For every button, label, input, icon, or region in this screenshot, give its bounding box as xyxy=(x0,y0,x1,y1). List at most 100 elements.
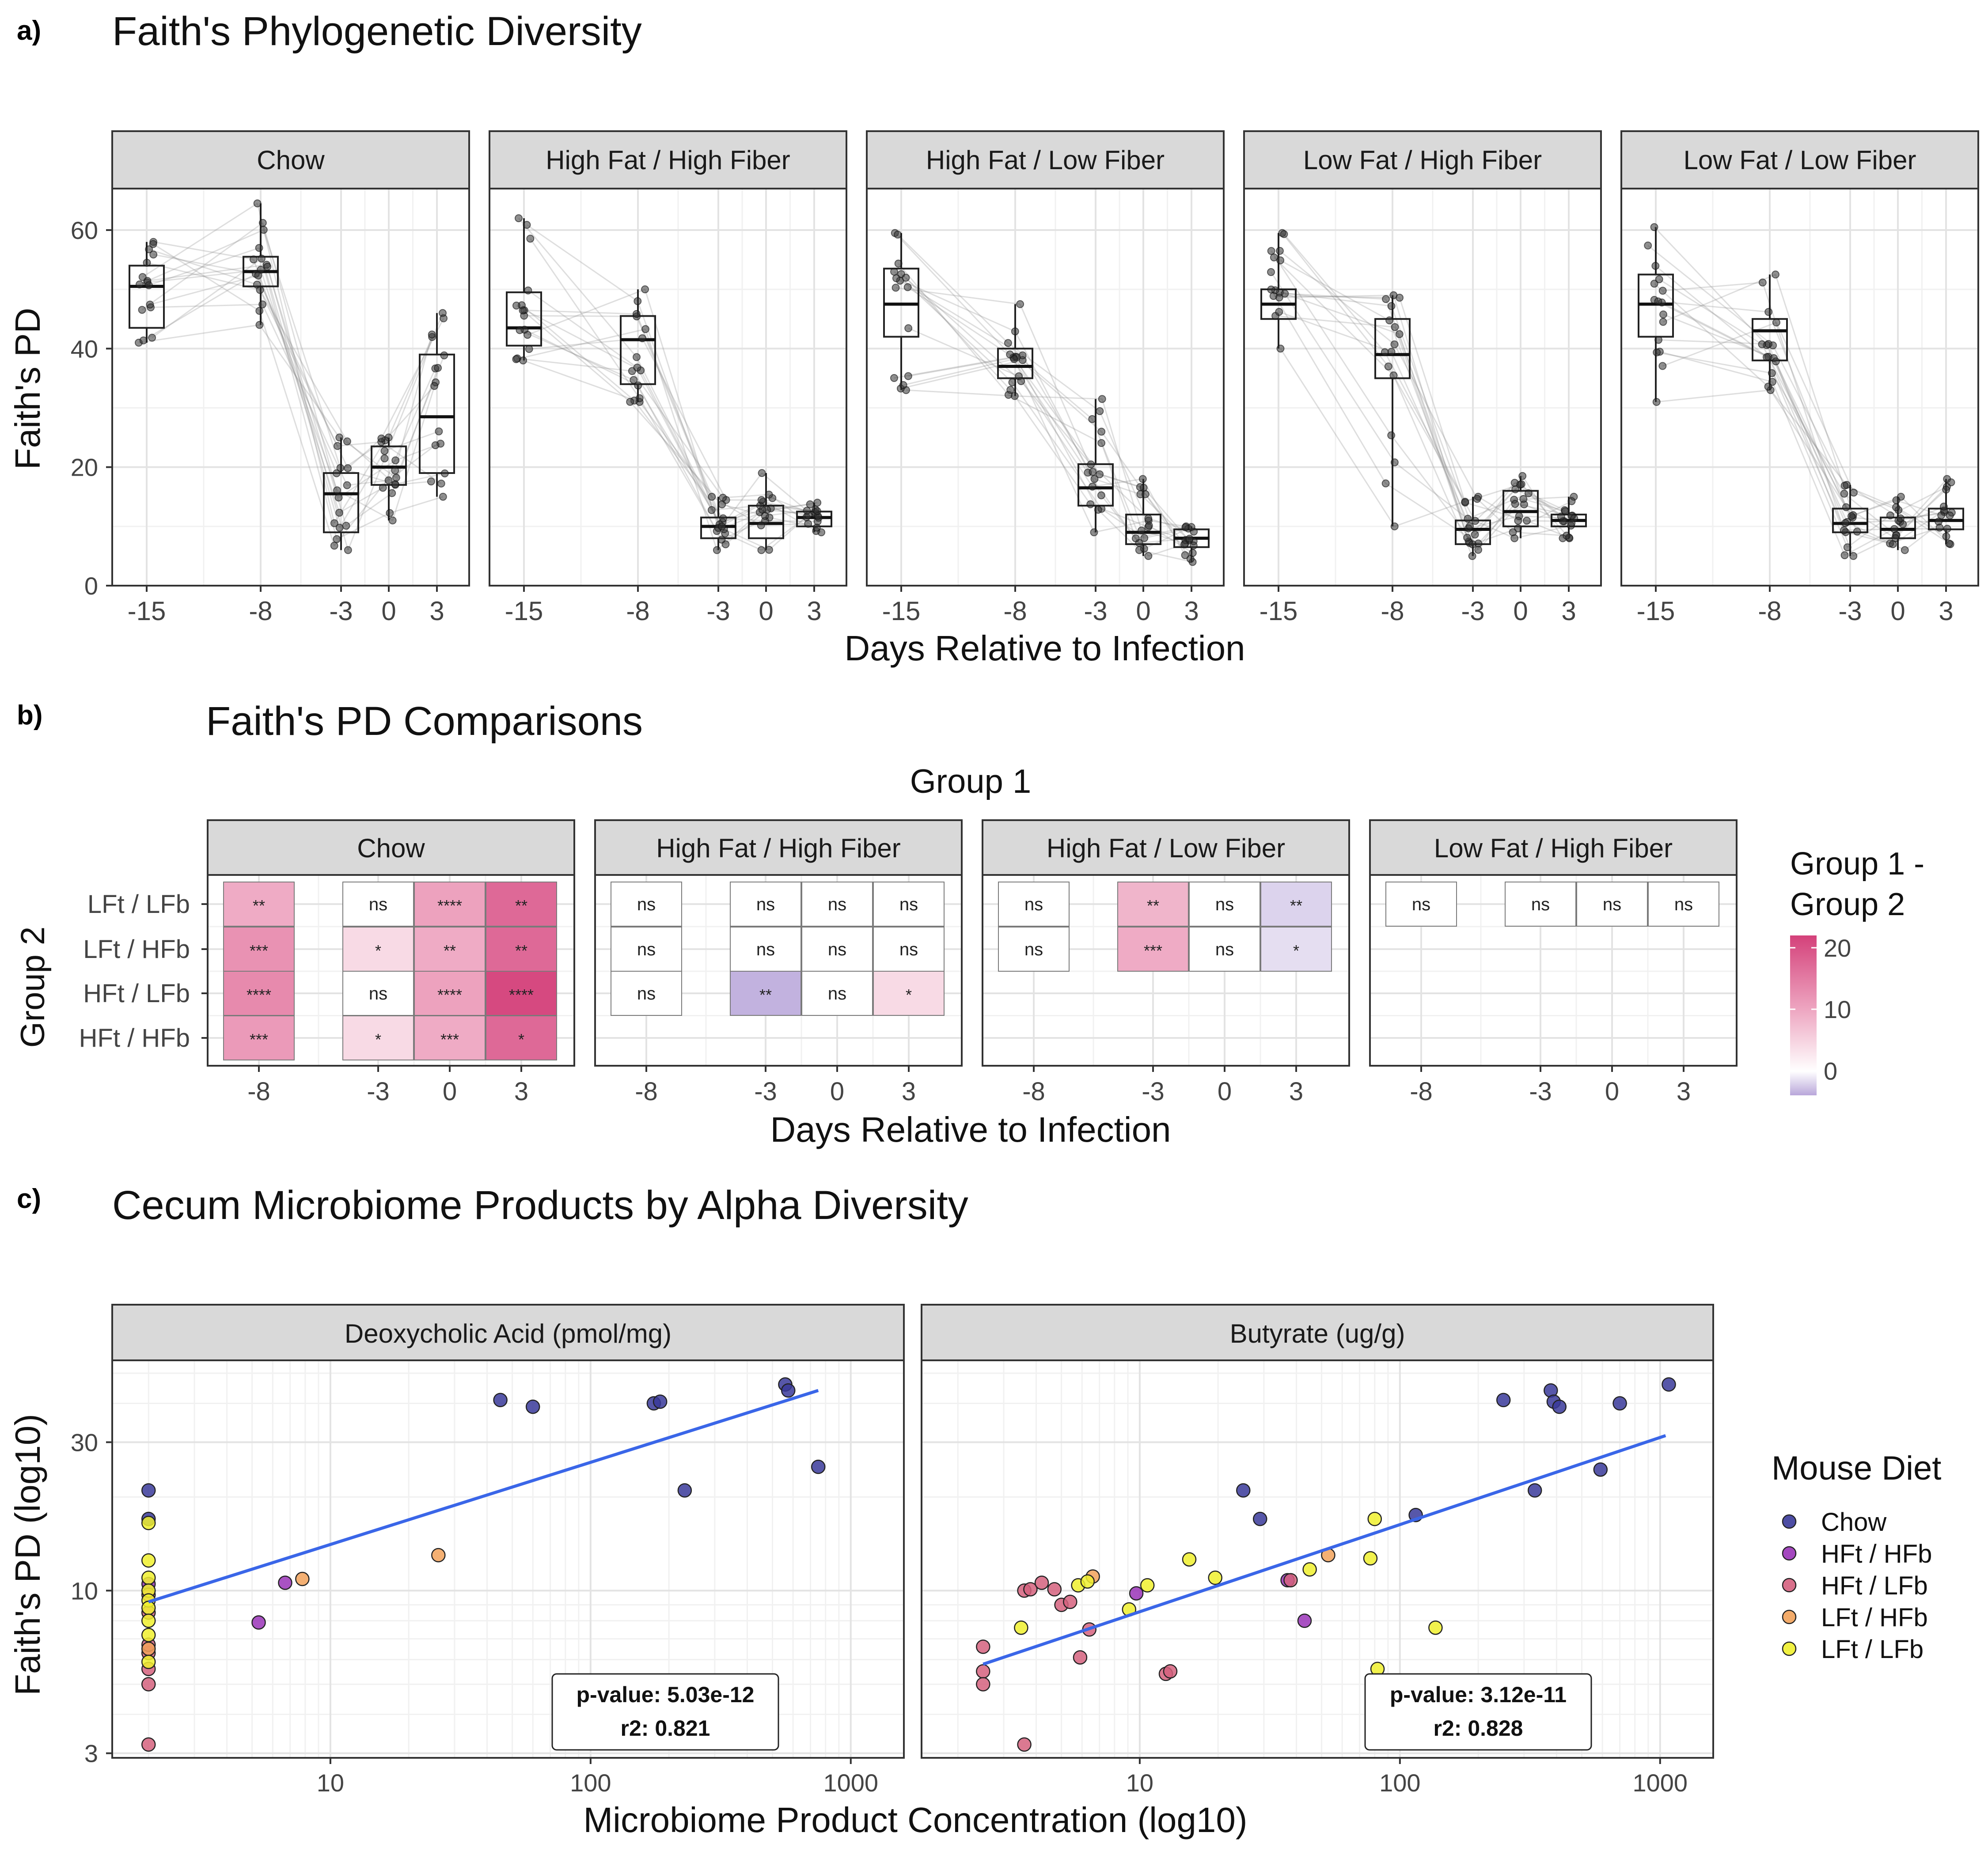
panel-a-point xyxy=(1389,371,1398,380)
panel-c-legend-items: Chow HFt / HFb HFt / LFb LFt / HFb LFt / LFb xyxy=(1782,1508,1932,1664)
panel-a-point xyxy=(719,514,727,522)
panel-a-x-tick-label: 0 xyxy=(1136,596,1150,626)
panel-a-point xyxy=(1523,516,1531,525)
panel-a-subject-line xyxy=(901,273,1022,382)
panel-b-cell-label: ** xyxy=(515,942,527,960)
panel-a-point xyxy=(514,214,523,223)
panel-a-point xyxy=(431,441,440,450)
panel-a-point xyxy=(707,506,716,514)
panel-a-x-tick-label: -15 xyxy=(1260,596,1298,626)
panel-b-x-tick-label: 0 xyxy=(830,1077,844,1106)
panel-a-x-tick-label: 3 xyxy=(807,596,821,626)
panel-b-x-tick-label: -8 xyxy=(1410,1077,1433,1106)
panel-a-point xyxy=(1567,519,1576,527)
panel-a-point xyxy=(1387,431,1396,439)
panel-a-x-axis-label: Days Relative to Infection xyxy=(844,628,1245,668)
panel-b-cell-label: ** xyxy=(444,942,456,960)
panel-a-point xyxy=(430,382,439,390)
panel-a-point xyxy=(512,301,520,310)
panel-c-point xyxy=(1129,1586,1144,1601)
panel-b-x-tick-label: 3 xyxy=(1289,1077,1303,1106)
panel-a-point xyxy=(344,464,352,472)
panel-b-cell-label: ns xyxy=(1603,895,1621,914)
panel-a-point xyxy=(1096,407,1104,415)
panel-a-subject-line xyxy=(645,329,718,550)
panel-a-subject-line xyxy=(637,385,717,532)
panel-a-point xyxy=(1144,515,1153,523)
panel-b-colorbar xyxy=(1790,935,1817,1095)
panel-a-point xyxy=(1390,458,1399,466)
panel-a-subject-line xyxy=(1467,492,1529,519)
panel-a-subject-line xyxy=(1384,352,1466,502)
panel-c-point xyxy=(295,1571,310,1586)
panel-a-subject-line xyxy=(906,389,1015,397)
panel-a-point xyxy=(1140,534,1149,542)
panel-a-point xyxy=(1524,489,1533,497)
panel-a-point xyxy=(258,300,267,309)
panel-c-p-value: p-value: 5.03e-12 xyxy=(577,1682,755,1707)
panel-b-row-label: HFt / LFb xyxy=(83,979,190,1008)
panel-a-point xyxy=(1901,546,1909,554)
panel-a-point xyxy=(523,221,531,229)
panel-b-colorbar-ticks: 20 10 0 xyxy=(1790,934,1851,1085)
panel-a-point xyxy=(1511,485,1520,493)
panel-a-point xyxy=(1181,523,1190,531)
panel-c-point xyxy=(1302,1562,1317,1577)
panel-c-facet-label: Butyrate (ug/g) xyxy=(1230,1319,1405,1348)
panel-a-point xyxy=(630,376,638,384)
panel-a-x-tick-label: -8 xyxy=(1381,596,1404,626)
panel-a-subject-line xyxy=(1524,504,1563,522)
panel-c-point xyxy=(1593,1462,1608,1477)
panel-a-x-tick-label: 3 xyxy=(429,596,444,626)
panel-a-subject-line xyxy=(1092,478,1143,488)
panel-a-facet-label: Low Fat / High Fiber xyxy=(1303,145,1542,175)
panel-a-point xyxy=(263,262,272,271)
panel-a-point xyxy=(1185,534,1194,543)
panel-a-subject-line xyxy=(524,310,637,315)
panel-b-row-labels: LFt / LFb LFt / HFb HFt / LFb HFt / HFb xyxy=(79,890,190,1052)
panel-a-subject-line xyxy=(381,441,442,485)
panel-a-point xyxy=(904,372,912,380)
panel-c-x-tick-label: 1000 xyxy=(823,1769,878,1797)
panel-c-point xyxy=(1496,1393,1511,1408)
panel-a-point xyxy=(1937,511,1946,519)
panel-a-y-axis-label: Faith's PD xyxy=(8,308,47,469)
panel-a-point xyxy=(632,353,641,361)
panel-b-x-tick-label: -8 xyxy=(1022,1077,1045,1106)
panel-a-point xyxy=(1567,497,1576,505)
panel-a-subject-line xyxy=(1271,289,1386,484)
panel-b-cell-label: ** xyxy=(515,897,527,915)
panel-a-subject-line xyxy=(266,266,349,550)
panel-a-subject-line xyxy=(630,401,723,505)
panel-a-subject-line xyxy=(1900,496,1950,544)
panel-b-cell-label: ns xyxy=(1674,895,1693,914)
panel-a-facet-strip xyxy=(489,130,847,189)
panel-a-point xyxy=(146,300,154,309)
panel-a-point xyxy=(1889,540,1897,549)
panel-a-point xyxy=(761,511,769,520)
panel-b-cell-label: ** xyxy=(1290,897,1302,915)
panel-a-subject-line xyxy=(147,262,260,291)
panel-c-point xyxy=(1612,1396,1627,1411)
panel-a-point xyxy=(1008,378,1017,386)
panel-a-subject-line xyxy=(516,328,646,360)
panel-a-subject-line xyxy=(150,275,258,306)
panel-a-point xyxy=(344,546,352,554)
panel-a-point xyxy=(1842,503,1850,511)
panel-a-subject-line xyxy=(1391,351,1471,526)
panel-a-point xyxy=(428,330,436,339)
panel-b-heatmap-cell xyxy=(342,971,414,1016)
panel-a-point xyxy=(1390,522,1399,530)
panel-a-subject-line xyxy=(1658,279,1763,345)
panel-a-point xyxy=(717,522,726,531)
panel-a-point xyxy=(1463,534,1472,542)
panel-b-cell-label: * xyxy=(375,942,381,960)
panel-a-subject-line xyxy=(147,269,261,284)
panel-b-heatmap-cell xyxy=(998,927,1070,972)
panel-a-point xyxy=(1471,517,1480,525)
panel-b-heatmap-cell xyxy=(414,971,486,1016)
panel-b-cell-label: ** xyxy=(759,986,772,1004)
panel-a-subject-line xyxy=(153,254,256,275)
panel-b-facet-label: Low Fat / High Fiber xyxy=(1434,833,1673,863)
panel-a-point xyxy=(138,306,146,314)
